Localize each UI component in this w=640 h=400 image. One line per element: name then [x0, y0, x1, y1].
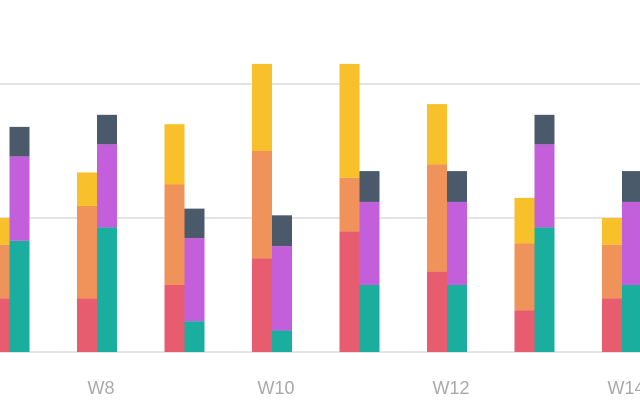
bar-segment	[184, 208, 205, 239]
bar-segment	[9, 126, 30, 157]
bar-segment	[359, 285, 380, 352]
x-tick-label: W8	[88, 378, 115, 398]
bar-segment	[514, 310, 535, 352]
bar-segment	[447, 171, 467, 202]
bar-segment	[164, 184, 185, 285]
bar-segment	[9, 156, 30, 241]
bar-segment	[534, 114, 555, 145]
bar-segment	[164, 285, 185, 352]
bar-segment	[359, 201, 380, 285]
bar-segment	[272, 246, 292, 331]
bar-segment	[252, 63, 272, 151]
bar-segment	[447, 285, 467, 352]
bar-segment	[427, 271, 447, 352]
bar-segment	[272, 215, 292, 247]
bar-segment	[447, 201, 467, 285]
bar-segment	[514, 243, 535, 311]
bar-segment	[272, 330, 292, 352]
bar-segment	[9, 240, 30, 352]
bar-segment	[339, 177, 360, 232]
bar-segment	[602, 298, 622, 352]
bar-segment	[0, 218, 10, 245]
bar-segment	[339, 63, 360, 178]
bar-segment	[622, 201, 640, 285]
bar-segment	[97, 114, 117, 145]
bar-segment	[184, 238, 205, 322]
bar-segment	[252, 151, 272, 259]
bar-segment	[0, 244, 10, 299]
bar-segment	[77, 298, 97, 352]
x-tick-label: W12	[432, 378, 469, 398]
bar-segment	[97, 144, 117, 228]
bar-segment	[514, 197, 535, 244]
bar-segment	[77, 172, 97, 206]
bar-segment	[534, 144, 555, 228]
bar-segment	[534, 227, 555, 352]
x-tick-label: W10	[257, 378, 294, 398]
bar-segment	[252, 258, 272, 352]
bar-segment	[622, 285, 640, 352]
bar-segment	[427, 164, 447, 272]
bar-segment	[164, 124, 185, 185]
bar-segment	[427, 104, 447, 165]
x-tick-label: W14	[607, 378, 640, 398]
bar-segment	[622, 171, 640, 202]
bar-segment	[339, 231, 360, 352]
bar-segment	[77, 205, 97, 299]
bar-segment	[602, 244, 622, 299]
bar-segment	[359, 171, 380, 202]
bar-segment	[97, 227, 117, 352]
bar-segment	[184, 321, 205, 352]
bar-segment	[0, 298, 10, 352]
bar-segment	[602, 218, 622, 245]
